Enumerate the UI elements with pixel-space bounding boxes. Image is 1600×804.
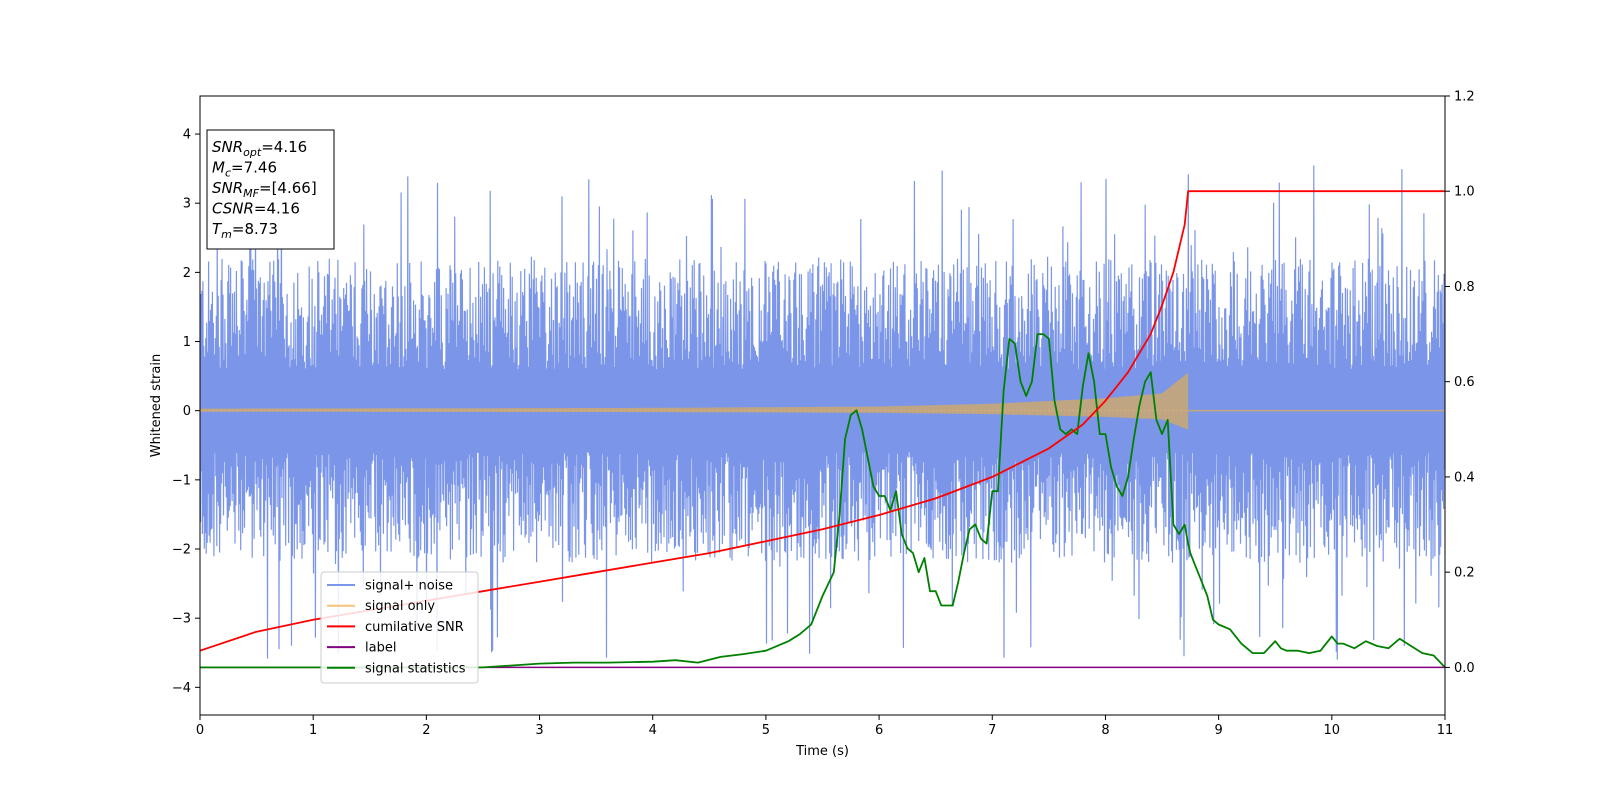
plot-frame xyxy=(199,95,1446,716)
y-axis-label: Whitened strain xyxy=(149,354,164,457)
info-value: =8.73 xyxy=(232,220,278,238)
x-tick-label: 3 xyxy=(535,723,543,738)
info-symbol: SNR xyxy=(212,138,243,156)
legend-label: signal only xyxy=(365,599,435,614)
legend-label: cumilative SNR xyxy=(365,620,464,635)
y-left-tick-label: −1 xyxy=(172,473,191,488)
x-tick-label: 6 xyxy=(875,723,883,738)
x-axis-label: Time (s) xyxy=(795,744,849,759)
x-axis: 0 1 2 3 4 5 6 7 8 9 10 11 xyxy=(196,715,1453,738)
y-left-tick-label: −3 xyxy=(172,612,191,627)
y-right-tick-label: 0.8 xyxy=(1454,280,1475,295)
info-value: =7.46 xyxy=(231,159,277,177)
info-line: Mc=7.46 xyxy=(212,159,277,180)
legend-label: signal statistics xyxy=(365,661,466,676)
info-subscript: m xyxy=(221,228,232,241)
info-line: SNRopt=4.16 xyxy=(212,138,307,159)
x-tick-label: 10 xyxy=(1324,723,1341,738)
info-subscript: MF xyxy=(243,187,259,200)
info-symbol: SNR xyxy=(212,179,243,197)
y-left-tick-label: −4 xyxy=(172,681,191,696)
x-tick-label: 9 xyxy=(1214,723,1222,738)
x-tick-label: 0 xyxy=(196,723,204,738)
x-tick-label: 5 xyxy=(762,723,770,738)
info-subscript: c xyxy=(225,167,231,180)
legend: signal+ noise signal only cumilative SNR la… xyxy=(320,571,479,684)
x-tick-label: 11 xyxy=(1437,723,1454,738)
series-signal-noise-line xyxy=(200,165,1445,660)
series-signal-statistics-line xyxy=(200,333,1445,669)
y-right-tick-label: 0.2 xyxy=(1454,566,1475,581)
info-value: =[4.66] xyxy=(259,179,317,197)
info-value: =4.16 xyxy=(261,138,307,156)
info-subscript: opt xyxy=(243,146,262,159)
y-right-tick-label: 0.6 xyxy=(1454,375,1475,390)
y-right-tick-label: 1.2 xyxy=(1454,90,1475,105)
y-axis-left: −4 −3 −2 −1 0 1 2 3 4 xyxy=(172,128,200,696)
legend-label: signal+ noise xyxy=(365,579,453,594)
info-symbol: CSNR xyxy=(212,200,254,218)
x-tick-label: 2 xyxy=(422,723,430,738)
y-left-tick-label: −2 xyxy=(172,543,191,558)
info-line: CSNR=4.16 xyxy=(212,200,300,218)
x-tick-label: 8 xyxy=(1101,723,1109,738)
x-tick-label: 7 xyxy=(988,723,996,738)
y-right-tick-label: 0.0 xyxy=(1454,661,1475,676)
x-tick-label: 1 xyxy=(309,723,317,738)
info-box: SNRopt=4.16Mc=7.46SNRMF=[4.66]CSNR=4.16T… xyxy=(206,129,335,250)
y-left-tick-label: 3 xyxy=(183,197,191,212)
legend-label: label xyxy=(365,641,396,656)
legend-frame xyxy=(320,571,479,684)
y-left-tick-label: 4 xyxy=(183,128,191,143)
info-box-frame xyxy=(206,129,335,250)
y-axis-right: 0.0 0.2 0.4 0.6 0.8 1.0 1.2 xyxy=(1445,90,1475,676)
info-value: =4.16 xyxy=(254,200,300,218)
y-left-tick-label: 0 xyxy=(183,404,191,419)
info-line: SNRMF=[4.66] xyxy=(212,179,317,200)
info-symbol: T xyxy=(212,220,223,238)
y-left-tick-label: 2 xyxy=(183,266,191,281)
y-left-tick-label: 1 xyxy=(183,335,191,350)
info-line: Tm=8.73 xyxy=(212,220,278,241)
y-right-tick-label: 1.0 xyxy=(1454,185,1475,200)
y-right-tick-label: 0.4 xyxy=(1454,470,1475,485)
info-symbol: M xyxy=(212,159,225,177)
x-tick-label: 4 xyxy=(649,723,657,738)
